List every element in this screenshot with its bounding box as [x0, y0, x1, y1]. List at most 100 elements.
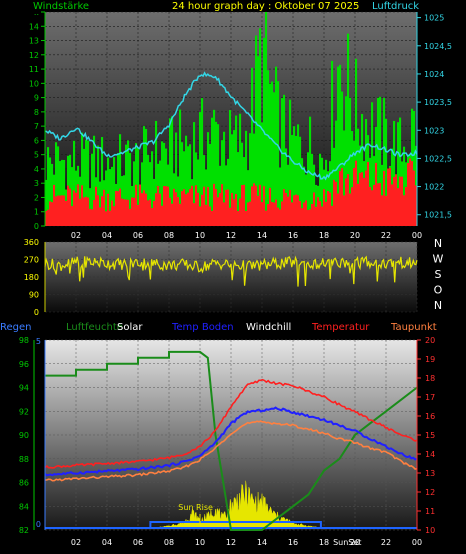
- wind-avg-bar: [99, 207, 102, 226]
- wind-avg-bar: [221, 184, 224, 226]
- wind-gust-bar: [71, 167, 74, 226]
- wind-gust-bar: [159, 160, 162, 226]
- wind-avg-bar: [81, 185, 84, 226]
- wind-gust-bar: [271, 81, 274, 226]
- tick-label-temp: 12: [425, 488, 435, 497]
- x-tick-label: 20: [350, 538, 360, 547]
- wind-gust-bar: [279, 167, 282, 226]
- wind-gust-bar: [175, 132, 178, 226]
- wind-avg-bar: [373, 184, 376, 226]
- wind-gust-bar: [63, 159, 66, 226]
- wind-avg-bar: [49, 201, 52, 226]
- wind-avg-bar: [231, 192, 234, 226]
- wind-gust-bar: [311, 153, 314, 226]
- wind-avg-bar: [97, 195, 100, 226]
- wind-gust-bar: [331, 60, 334, 226]
- wind-gust-bar: [193, 122, 196, 226]
- wind-avg-bar: [331, 205, 334, 226]
- wind-gust-bar: [119, 134, 122, 226]
- tick-label-temp: 14: [425, 450, 435, 459]
- wind-gust-bar: [125, 144, 128, 226]
- wind-avg-bar: [125, 199, 128, 226]
- wind-avg-bar: [299, 201, 302, 226]
- wind-gust-bar: [213, 109, 216, 226]
- direction-polyline: [44, 255, 418, 287]
- wind-avg-bar: [371, 190, 374, 226]
- wind-gust-bar: [393, 120, 396, 226]
- wind-gust-bar: [293, 126, 296, 226]
- wind-gust-bar: [319, 153, 322, 226]
- wind-avg-bar: [323, 189, 326, 226]
- wind-gust-bar: [147, 154, 150, 226]
- wind-gust-bar: [265, 12, 268, 226]
- wind-avg-bar: [169, 197, 172, 226]
- tick-label-temp: 20: [425, 336, 435, 345]
- wind-gust-bar: [245, 130, 248, 226]
- wind-avg-bar: [171, 203, 174, 226]
- wind-gust-bar: [341, 91, 344, 227]
- wind-avg-bar: [261, 202, 264, 226]
- wind-avg-bar: [191, 185, 194, 226]
- wind-avg-bar: [385, 195, 388, 226]
- wind-avg-bar: [151, 208, 154, 226]
- tick-label-humidity: 90: [19, 431, 29, 440]
- sun-rise-label: Sun Rise: [178, 503, 213, 512]
- wind-avg-bar: [217, 197, 220, 226]
- wind-avg-bar: [363, 177, 366, 226]
- wind-gust-bar: [207, 132, 210, 226]
- sun-annotations: Sun Rise SunSet: [178, 503, 361, 547]
- wind-avg-bar: [223, 202, 226, 226]
- wind-avg-bar: [91, 209, 94, 226]
- x-tick-label: 08: [164, 538, 174, 547]
- wind-avg-bar: [305, 200, 308, 226]
- tick-label-temp: 13: [425, 469, 435, 478]
- wind-avg-bar: [213, 183, 216, 226]
- tick-label-wind: 1: [34, 208, 39, 217]
- tick-label-humidity: 96: [19, 360, 29, 369]
- wind-gust-bar: [267, 70, 270, 227]
- tick-label-direction: 0: [34, 308, 39, 317]
- wind-gust-bar: [237, 152, 240, 226]
- wind-gust-bar: [275, 66, 278, 226]
- wind-gust-bar: [305, 174, 308, 226]
- wind-avg-bar: [225, 189, 228, 226]
- wind-avg-bar: [117, 191, 120, 226]
- wind-gust-bar: [127, 140, 130, 226]
- wind-gust-bar: [273, 92, 276, 226]
- wind-avg-bar: [343, 195, 346, 226]
- wind-avg-bar: [157, 185, 160, 226]
- tick-label-wind: 9: [34, 94, 39, 103]
- wind-gust-bar: [281, 98, 284, 226]
- wind-gust-bar: [239, 113, 242, 226]
- wind-avg-bar: [325, 201, 328, 226]
- wind-gust-bar: [179, 109, 182, 226]
- wind-gust-bar: [211, 117, 214, 226]
- wind-avg-bar: [73, 190, 76, 226]
- tick-label-temp: 11: [425, 507, 435, 516]
- chart-title: 24 hour graph day : Oktober 07 2025: [172, 1, 359, 12]
- tick-label-wind: 4: [34, 165, 39, 174]
- wind-avg-bar: [147, 200, 150, 226]
- wind-gust-bar: [189, 144, 192, 226]
- wind-avg-bar: [79, 198, 82, 226]
- wind-avg-bar: [145, 193, 148, 226]
- wind-avg-bar: [173, 188, 176, 226]
- x-axis-wind-pressure: 02 04 06 08 10 12 14 16 18 20 22 00: [71, 231, 422, 240]
- pressure-polyline: [44, 71, 418, 181]
- wind-avg-bar: [317, 197, 320, 226]
- wind-avg-bar: [393, 176, 396, 226]
- wind-gust-bar: [383, 97, 386, 226]
- wind-avg-bar: [109, 210, 112, 226]
- wind-avg-bar: [227, 189, 230, 226]
- wind-avg-bar: [211, 210, 214, 226]
- wind-gust-bar: [337, 66, 340, 227]
- wind-gust-bar: [235, 115, 238, 226]
- wind-avg-bar: [251, 186, 254, 226]
- wind-avg-bar: [85, 196, 88, 226]
- tick-label-wind: 3: [34, 179, 39, 188]
- compass-label: O: [434, 284, 443, 297]
- wind-avg-bar: [303, 202, 306, 226]
- wind-avg-bar: [153, 200, 156, 226]
- wind-gust-bar: [93, 135, 96, 226]
